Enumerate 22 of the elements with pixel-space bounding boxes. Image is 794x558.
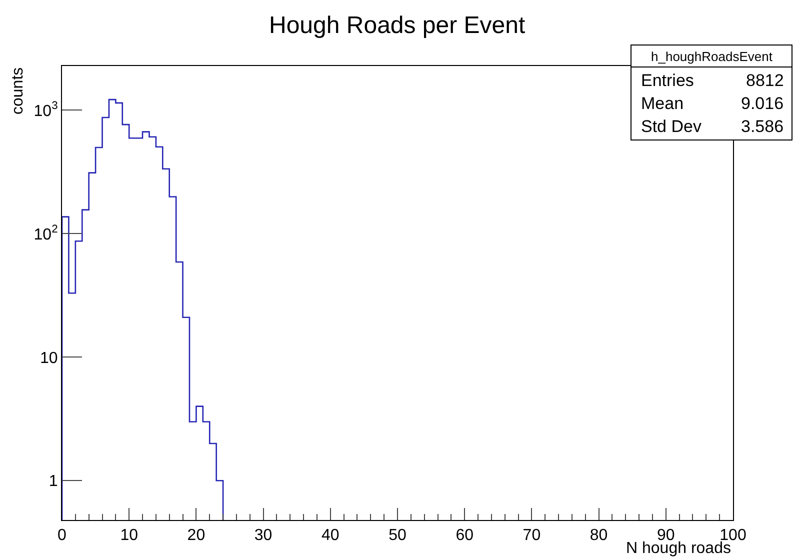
x-tick-label: 20 bbox=[187, 527, 206, 544]
x-tick-label: 50 bbox=[388, 527, 406, 544]
text: 3.586 bbox=[741, 117, 784, 136]
annotation: Mean bbox=[641, 94, 684, 113]
x-tick-label: 0 bbox=[58, 527, 67, 544]
x-tick-label: 30 bbox=[254, 527, 272, 544]
text: 8812 bbox=[746, 71, 784, 90]
text: h_houghRoadsEvent bbox=[651, 49, 773, 64]
annotation: Entries bbox=[641, 71, 694, 90]
x-tick-label: 80 bbox=[590, 527, 608, 544]
y-axis-title: counts bbox=[10, 67, 26, 114]
x-tick-label: 40 bbox=[322, 527, 340, 544]
y-tick-label: 10$^{3}$ bbox=[34, 100, 58, 120]
text: 9.016 bbox=[741, 94, 784, 113]
y-tick-label: 1 bbox=[48, 473, 58, 490]
y-tick-label: 10$^{2}$ bbox=[34, 224, 58, 244]
chart-title: Hough Roads per Event bbox=[269, 12, 526, 39]
y-tick-label: 10 bbox=[40, 350, 58, 367]
annotation: Std Dev bbox=[641, 117, 702, 136]
x-tick-label: 10 bbox=[120, 527, 138, 544]
x-tick-label: 70 bbox=[522, 527, 541, 544]
x-tick-label: 60 bbox=[456, 527, 474, 544]
